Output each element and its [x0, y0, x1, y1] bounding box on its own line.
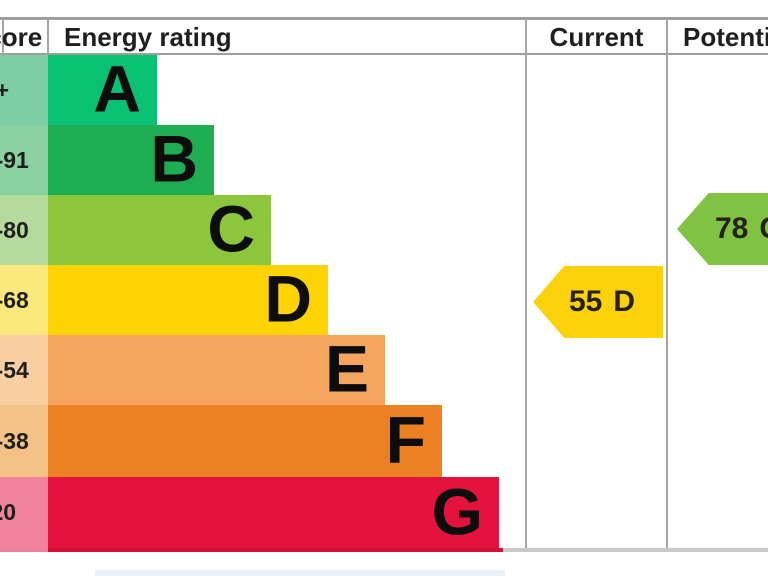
potential-score: 78 — [715, 212, 749, 245]
band-letter: B — [150, 121, 198, 196]
energy-rating-header: Energy rating — [64, 22, 232, 52]
band-row-f: 21-38 F — [0, 405, 768, 477]
band-row-d: 55-68 D — [0, 265, 768, 335]
band-letter: G — [431, 474, 483, 549]
score-range-label: 55-68 — [0, 286, 29, 313]
current-score: 55 — [569, 285, 603, 318]
score-cell: 55-68 — [0, 265, 48, 335]
bottom-border-right-segment — [503, 548, 768, 552]
current-column-header: Current — [549, 22, 644, 52]
potential-column-divider — [666, 19, 668, 549]
band-letter: F — [385, 402, 426, 477]
band-bar-c: C — [48, 195, 271, 265]
score-range-label: 69-80 — [0, 216, 29, 243]
score-range-label: 21-38 — [0, 427, 29, 454]
score-range-label: 39-54 — [0, 356, 29, 383]
band-bar-e: E — [48, 335, 385, 405]
score-cell: 92+ — [0, 55, 48, 125]
bottom-border-bars-segment — [48, 548, 503, 552]
potential-column-header: Potential — [683, 22, 768, 52]
score-column-divider — [47, 19, 49, 54]
band-bar-b: B — [48, 125, 214, 195]
score-cell: 21-38 — [0, 405, 48, 477]
current-rating-arrow: 55 D — [533, 266, 663, 338]
band-row-c: 69-80 C — [0, 195, 768, 265]
current-band: D — [613, 285, 636, 318]
band-row-b: 81-91 B — [0, 125, 768, 195]
current-column-divider — [525, 19, 527, 549]
score-range-label: 92+ — [0, 76, 10, 103]
band-bar-g: G — [48, 477, 499, 548]
band-row-a: 92+ A — [0, 55, 768, 125]
score-cell: 69-80 — [0, 195, 48, 265]
score-cell: 1-20 — [0, 477, 48, 548]
band-row-g: 1-20 G — [0, 477, 768, 548]
table-left-border — [2, 19, 4, 54]
score-cell: 81-91 — [0, 125, 48, 195]
band-letter: C — [207, 191, 255, 266]
band-letter: E — [324, 331, 369, 406]
band-bar-f: F — [48, 405, 442, 477]
potential-band: C — [759, 212, 768, 246]
score-cell: 39-54 — [0, 335, 48, 405]
band-row-e: 39-54 E — [0, 335, 768, 405]
bottom-border-score-segment — [0, 548, 48, 552]
band-letter: A — [93, 51, 141, 126]
band-letter: D — [264, 261, 312, 336]
header-underline — [0, 53, 768, 55]
band-bar-d: D — [48, 265, 328, 335]
next-row-strip — [95, 570, 505, 576]
band-bar-a: A — [48, 55, 157, 125]
score-range-label: 81-91 — [0, 146, 29, 173]
score-column-header: Score — [0, 22, 43, 52]
table-top-border — [0, 17, 768, 20]
score-range-label: 1-20 — [0, 499, 17, 525]
